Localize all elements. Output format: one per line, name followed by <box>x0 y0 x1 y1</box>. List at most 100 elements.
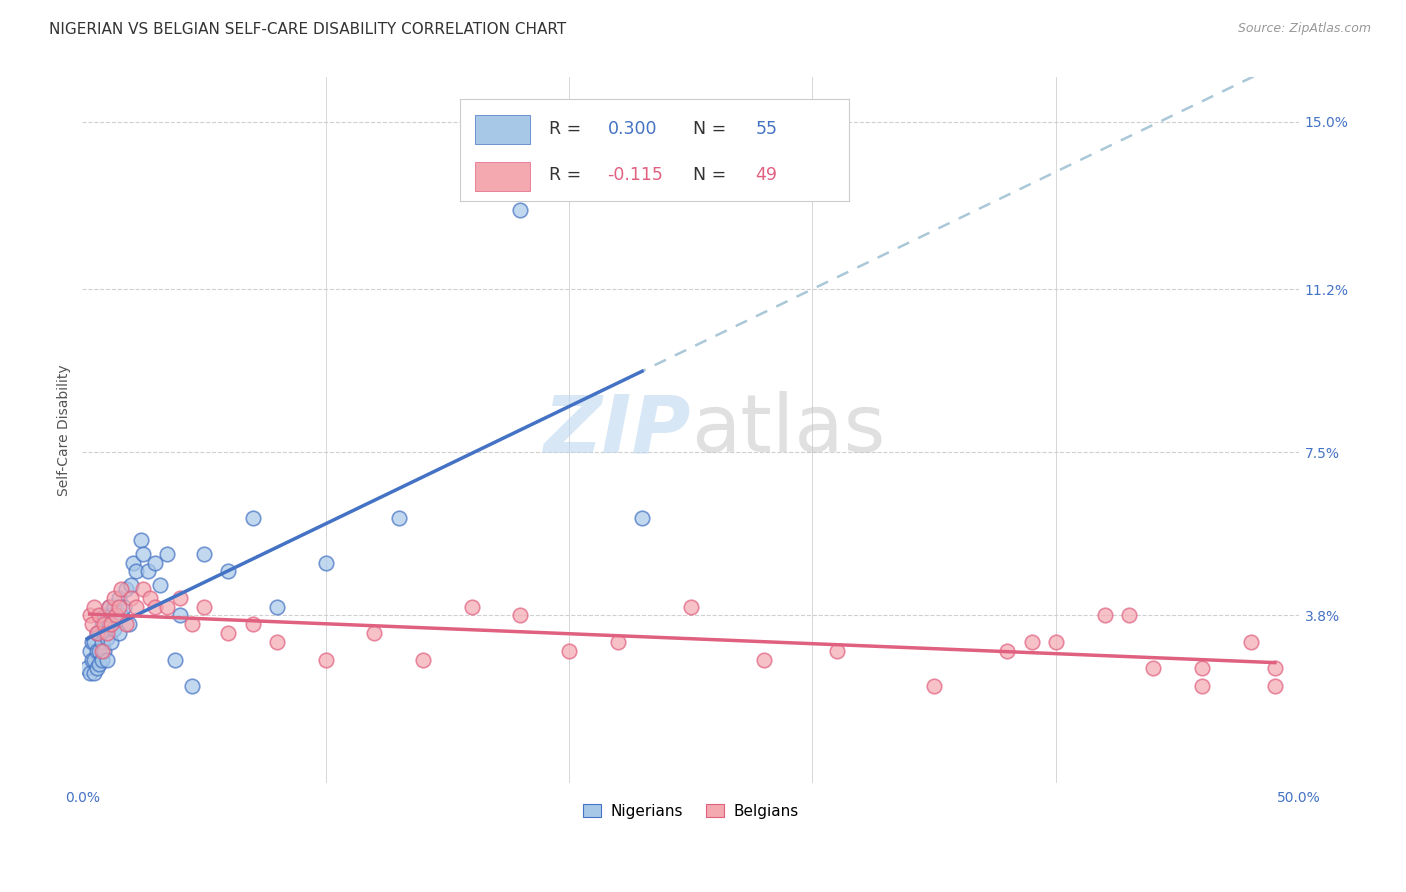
Point <box>1264 679 1286 693</box>
Point <box>79 665 101 680</box>
Point <box>180 617 202 632</box>
Y-axis label: Self-Care Disability: Self-Care Disability <box>58 365 72 496</box>
Point <box>1239 635 1261 649</box>
Point <box>115 617 138 632</box>
Point <box>122 556 145 570</box>
Point <box>558 644 581 658</box>
Point <box>143 556 166 570</box>
Point <box>93 626 115 640</box>
Point <box>115 582 138 596</box>
Point <box>139 591 162 605</box>
Point <box>509 202 531 217</box>
Point <box>90 635 112 649</box>
Point <box>90 617 112 632</box>
Point <box>86 626 108 640</box>
Point <box>193 547 215 561</box>
Point <box>631 511 654 525</box>
Point <box>120 591 142 605</box>
Point <box>89 608 111 623</box>
Point <box>90 652 112 666</box>
Point <box>103 622 125 636</box>
Point <box>105 608 128 623</box>
Point <box>79 608 101 623</box>
Legend: Nigerians, Belgians: Nigerians, Belgians <box>576 797 804 825</box>
Text: NIGERIAN VS BELGIAN SELF-CARE DISABILITY CORRELATION CHART: NIGERIAN VS BELGIAN SELF-CARE DISABILITY… <box>49 22 567 37</box>
Point <box>107 599 129 614</box>
Point <box>96 631 118 645</box>
Point <box>120 577 142 591</box>
Point <box>1045 635 1067 649</box>
Point <box>83 599 105 614</box>
Point <box>89 626 111 640</box>
Point <box>315 652 337 666</box>
Point <box>89 657 111 671</box>
Point <box>90 644 112 658</box>
Point <box>80 652 103 666</box>
Point <box>83 652 105 666</box>
Point <box>679 599 702 614</box>
Point <box>1118 608 1140 623</box>
Point <box>86 644 108 658</box>
Point <box>98 599 121 614</box>
Point <box>461 599 484 614</box>
Point <box>412 652 434 666</box>
Point <box>136 565 159 579</box>
Text: atlas: atlas <box>690 392 886 469</box>
Point <box>1094 608 1116 623</box>
Point <box>83 665 105 680</box>
Point <box>93 644 115 658</box>
Point <box>995 644 1018 658</box>
Point <box>266 599 288 614</box>
Point <box>266 635 288 649</box>
Point <box>156 599 179 614</box>
Point <box>169 591 191 605</box>
Point <box>96 626 118 640</box>
Point <box>83 635 105 649</box>
Point <box>100 635 122 649</box>
Text: Source: ZipAtlas.com: Source: ZipAtlas.com <box>1237 22 1371 36</box>
Point <box>1191 661 1213 675</box>
Point <box>96 652 118 666</box>
Point <box>107 626 129 640</box>
Point <box>1142 661 1164 675</box>
Point <box>363 626 385 640</box>
Point <box>79 644 101 658</box>
Point <box>132 547 155 561</box>
Point <box>149 577 172 591</box>
Point <box>129 533 152 548</box>
Text: ZIP: ZIP <box>543 392 690 469</box>
Point <box>80 635 103 649</box>
Point <box>105 608 128 623</box>
Point <box>93 617 115 632</box>
Point <box>922 679 945 693</box>
Point <box>242 511 264 525</box>
Point <box>86 661 108 675</box>
Point <box>89 644 111 658</box>
Point <box>117 617 139 632</box>
Point <box>193 599 215 614</box>
Point <box>242 617 264 632</box>
Point <box>169 608 191 623</box>
Point <box>98 617 121 632</box>
Point <box>1191 679 1213 693</box>
Point <box>388 511 411 525</box>
Point <box>80 617 103 632</box>
Point <box>217 565 239 579</box>
Point <box>163 652 186 666</box>
Point <box>180 679 202 693</box>
Point <box>156 547 179 561</box>
Point <box>217 626 239 640</box>
Point <box>86 626 108 640</box>
Point <box>752 652 775 666</box>
Point <box>107 591 129 605</box>
Point <box>1264 661 1286 675</box>
Point <box>100 617 122 632</box>
Point <box>509 608 531 623</box>
Point <box>110 582 132 596</box>
Point <box>132 582 155 596</box>
Point <box>98 599 121 614</box>
Point <box>76 661 98 675</box>
Point <box>93 608 115 623</box>
Point <box>315 556 337 570</box>
Point <box>110 608 132 623</box>
